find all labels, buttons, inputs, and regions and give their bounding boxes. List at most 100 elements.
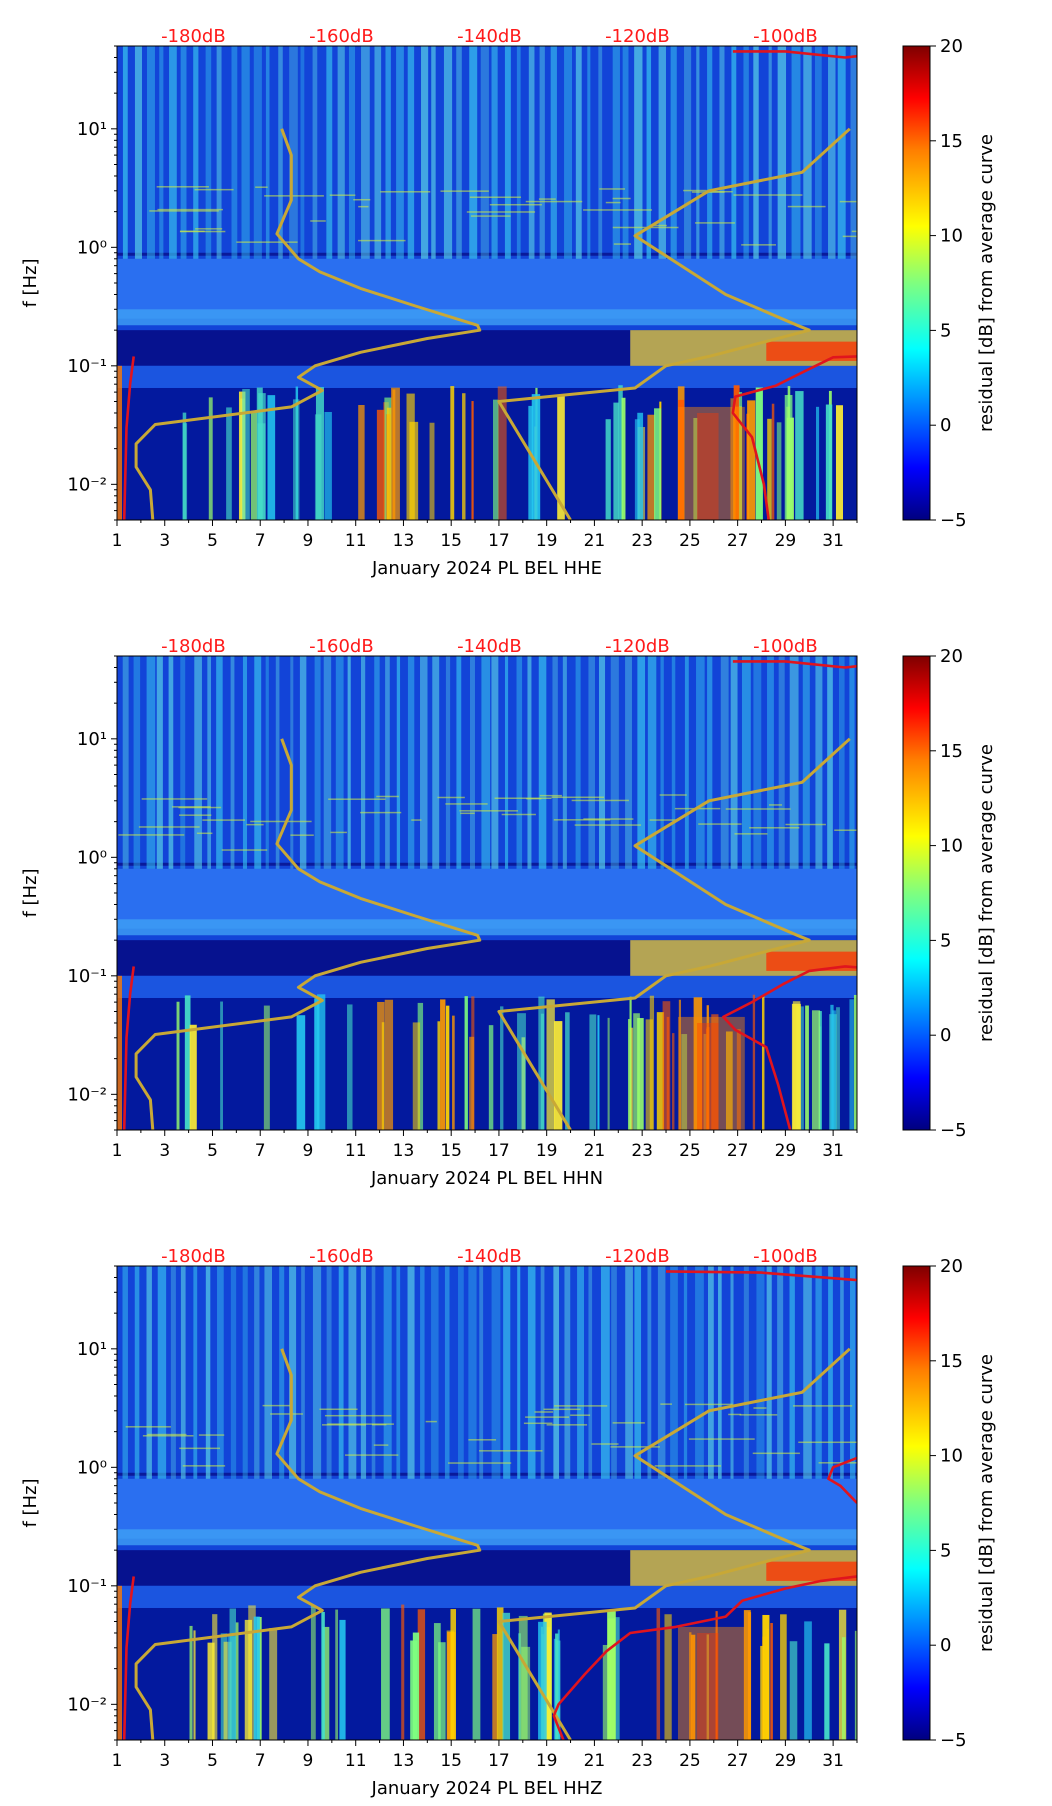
lf-column [381, 1608, 390, 1740]
hf-streak [538, 656, 547, 869]
hf-streak [753, 46, 759, 259]
hf-streak [503, 1266, 511, 1479]
hf-streak [300, 46, 305, 259]
hf-streak [347, 656, 351, 869]
lf-column [269, 1628, 278, 1740]
hf-streak [456, 46, 462, 259]
speckle-line [523, 1422, 553, 1425]
hf-streak [610, 656, 619, 869]
speckle-line [149, 210, 219, 212]
db-label: -100dB [753, 1246, 818, 1267]
hf-streak [516, 656, 523, 869]
speckle-line [440, 190, 489, 192]
lf-column [496, 1607, 504, 1740]
lf-column [220, 1001, 223, 1130]
speckle-line [236, 241, 298, 243]
model-curve [134, 128, 482, 520]
hf-streak [361, 46, 370, 259]
lf-column [293, 399, 300, 520]
speckle-line [605, 201, 621, 204]
heatmap-band-mid [117, 258, 857, 319]
lf-column [597, 1015, 600, 1130]
lf-column [678, 999, 681, 1130]
lf-column [469, 1036, 475, 1130]
lf-column [825, 404, 833, 520]
lf-column [738, 392, 743, 520]
speckle-line [270, 1413, 303, 1415]
speckle-line [660, 1403, 672, 1405]
lf-column [450, 386, 455, 520]
speckle-line [798, 1441, 857, 1444]
hf-streak [156, 656, 163, 869]
x-tick-label: 31 [822, 1751, 844, 1771]
hf-streak [684, 656, 689, 869]
lf-column [235, 1622, 239, 1740]
hf-streak [159, 46, 164, 259]
lf-column [693, 997, 703, 1130]
hf-streak [170, 1266, 176, 1479]
heatmap-band-edge [117, 365, 857, 388]
psd-curve [552, 1575, 857, 1740]
lf-column [780, 1614, 787, 1740]
speckle-line [599, 188, 626, 190]
speckle-line [538, 198, 556, 200]
hf-streak [134, 46, 142, 259]
speckle-line [839, 200, 857, 203]
speckle-line [358, 205, 369, 208]
y-tick-label: 10⁰ [77, 237, 107, 258]
hf-streak [169, 46, 177, 259]
hf-streak [516, 46, 521, 259]
speckle-line [734, 833, 768, 835]
edge-streak [117, 365, 122, 520]
hf-streak [504, 656, 509, 869]
y-tick-label: 10⁻¹ [67, 966, 107, 987]
colorbar-tick-label: 20 [940, 646, 963, 667]
model-curve [497, 1347, 851, 1740]
edge-streak [117, 975, 122, 1130]
speckle-line [842, 235, 857, 238]
psd-curve [732, 660, 857, 669]
hf-streak [838, 656, 845, 869]
hf-streak [323, 656, 332, 869]
lf-column [528, 405, 534, 520]
speckle-line [157, 208, 223, 211]
lf-column [189, 1625, 193, 1740]
lf-column [555, 1633, 559, 1740]
speckle-line [649, 819, 678, 821]
lf-column [645, 1019, 653, 1130]
lf-column [322, 1626, 330, 1740]
speckle-line [543, 1408, 581, 1411]
x-tick-label: 7 [255, 1751, 266, 1771]
lf-column [664, 1614, 672, 1740]
speckle-line [725, 808, 791, 810]
hf-streak [527, 656, 532, 869]
speckle-line [753, 1407, 767, 1409]
x-tick-label: 17 [488, 1751, 510, 1771]
db-label: -140dB [457, 1246, 522, 1267]
speckle-line [353, 198, 371, 201]
speckle-line [360, 811, 402, 814]
hf-streak [647, 656, 657, 869]
speckle-line [425, 1420, 437, 1423]
hf-streak [314, 656, 321, 869]
speckle-line [695, 222, 735, 224]
lf-hotspot-core [697, 1022, 719, 1130]
lf-hotspot-core [697, 412, 719, 520]
hf-streak [335, 656, 344, 869]
lf-column [182, 412, 187, 520]
speckle-line [202, 819, 246, 821]
psd-curve [122, 356, 135, 520]
lf-column [412, 1632, 420, 1740]
hf-streak [445, 656, 451, 869]
speckle-line [194, 188, 234, 191]
lf-column [324, 411, 332, 520]
colorbar-tick-label: 0 [940, 1025, 951, 1046]
x-tick-label: 29 [775, 531, 797, 551]
speckle-line [459, 810, 518, 812]
lf-column [472, 1608, 481, 1740]
y-axis-label: f [Hz] [20, 1478, 41, 1527]
lf-column [849, 999, 854, 1130]
colorbar-tick-label: 0 [940, 1635, 951, 1656]
